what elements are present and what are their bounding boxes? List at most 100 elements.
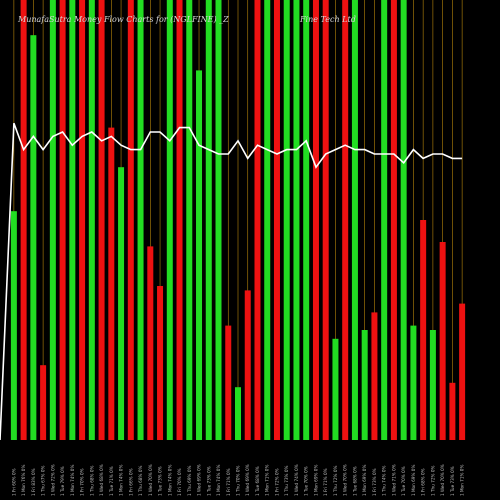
bar (283, 0, 290, 440)
x-tick-label: 1 Mon 74% 0% (216, 465, 221, 496)
x-tick-label: 1 Mon 71% 0% (460, 465, 465, 496)
x-tick-label: 1 Fri 68% 0% (421, 468, 426, 496)
x-tick-label: 1 Mon 74% 0% (119, 465, 124, 496)
x-tick-label: 1 Mon 69% 0% (362, 465, 367, 496)
money-flow-line (0, 122, 463, 441)
x-tick-label: 1 Thu 68% 0% (89, 466, 94, 496)
x-tick-label: 1 Tue 70% 0% (401, 466, 406, 496)
x-tick-label: 1 Wed 72% 0% (50, 464, 55, 496)
x-tick-label: 1 Wed 68% 0% (99, 464, 104, 496)
x-tick-label: 1 Fri 71% 0% (323, 468, 328, 496)
x-tick-label: 1 Wed 70% 0% (343, 464, 348, 496)
x-tick-label: 1 Tue 68% 0% (352, 466, 357, 496)
bar (225, 325, 232, 440)
bar (351, 0, 358, 440)
bar (98, 0, 105, 440)
chart-title: MunafaSutra Money Flow Charts for (NGLFI… (17, 15, 229, 24)
bar (49, 0, 56, 440)
bar (303, 0, 310, 440)
bar (381, 0, 388, 440)
bar (147, 246, 154, 440)
bar (312, 0, 319, 440)
bar (235, 387, 241, 440)
bar (30, 35, 37, 440)
bar (322, 0, 329, 440)
bar-series (10, 0, 466, 441)
bar (420, 220, 427, 440)
bar (332, 338, 339, 440)
x-tick-label: 1 Tue 73% 0% (206, 466, 211, 496)
bar (69, 0, 76, 440)
x-tick-label: 1 Wed 74% 0% (294, 464, 299, 496)
bar (79, 0, 86, 440)
bar (342, 0, 349, 440)
x-tick-label: 1 Wed 70% 0% (148, 464, 153, 496)
x-tick-label: 1 Thu 72% 0% (333, 466, 338, 496)
bar (40, 365, 47, 440)
x-tick-label: 1 Fri 73% 0% (372, 468, 377, 496)
x-tick-label: 1 Thu 69% 0% (187, 466, 192, 496)
x-tick-label: 1 Fri 66% 0% (128, 468, 133, 496)
bar (88, 0, 95, 440)
bar (176, 0, 183, 440)
bar (10, 211, 17, 440)
x-tick-label: 1 Mon 76% 0% (21, 465, 26, 496)
bar (400, 0, 407, 440)
bar (429, 330, 436, 440)
bar (390, 0, 397, 440)
bar (371, 312, 378, 440)
bar (20, 0, 27, 440)
x-tick-label: 1 Fri 70% 0% (80, 468, 85, 496)
x-tick-label: 1 Mon 69% 0% (313, 465, 318, 496)
x-tick-label: 1 Tue 79% 0% (60, 466, 65, 496)
bar (108, 127, 115, 440)
bar (137, 0, 144, 440)
x-tick-label: 1 Mon 69% 0% (411, 465, 416, 496)
bar (244, 290, 251, 440)
x-tick-label: 1 Wed 70% 0% (440, 464, 445, 496)
x-tick-label: 1 Fri 70% 0% (177, 468, 182, 496)
bar (215, 0, 222, 440)
x-tick-label: 1 Thu 72% 0% (430, 466, 435, 496)
bar (449, 382, 456, 440)
bar (118, 167, 125, 440)
bar (264, 0, 271, 440)
x-tick-label: 1 Wed 69% 0% (245, 464, 250, 496)
x-tick-label: 1 Tue 68% 0% (255, 466, 260, 496)
bar (439, 242, 446, 440)
x-tick-label: 1 Thu 67% 0% (41, 466, 46, 496)
x-tick-label: 1 Tue 70% 0% (304, 466, 309, 496)
x-tick-label: 1 Thu 73% 0% (284, 466, 289, 496)
x-tick-label: 1 Fri 83% 0% (31, 468, 36, 496)
chart-title-right: Fine Tech Ltd (299, 15, 356, 24)
bar (205, 0, 212, 440)
bar (196, 70, 203, 441)
bar (59, 0, 66, 440)
x-tick-label: 1 Wed 69% 0% (197, 464, 202, 496)
bar (127, 0, 134, 440)
bar (254, 0, 261, 440)
bar (459, 303, 466, 440)
x-axis-tick-labels: 1 Fri 60% 0% 1 Mon 76% 0% 1 Fri 83% 0% 1 Th… (11, 464, 464, 496)
x-tick-label: 1 Fri 60% 0% (11, 468, 16, 496)
bar (273, 0, 280, 440)
x-tick-label: 1 Mon 74% 0% (167, 465, 172, 496)
x-tick-label: 1 Fri 71% 0% (226, 468, 231, 496)
x-tick-label: 1 Fri 72% 0% (274, 468, 279, 496)
x-tick-label: 1 Wed 71% 0% (391, 464, 396, 496)
x-tick-label: 1 Tue 73% 0% (450, 466, 455, 496)
x-tick-label: 1 Thu 68% 0% (138, 466, 143, 496)
x-tick-label: 1 Mon 71% 0% (265, 465, 270, 496)
bar (166, 0, 173, 440)
x-tick-label: 1 Tue 71% 0% (109, 466, 114, 496)
bar (293, 0, 300, 440)
bar (410, 325, 417, 440)
bar (186, 0, 193, 440)
bar (157, 286, 164, 440)
x-tick-label: 1 Thu 70% 0% (236, 466, 241, 496)
x-tick-label: 1 Tue 73% 0% (158, 466, 163, 496)
bar (361, 330, 368, 440)
x-tick-label: 1 Mon 74% 0% (70, 465, 75, 496)
x-tick-label: 1 Thu 74% 0% (382, 466, 387, 496)
